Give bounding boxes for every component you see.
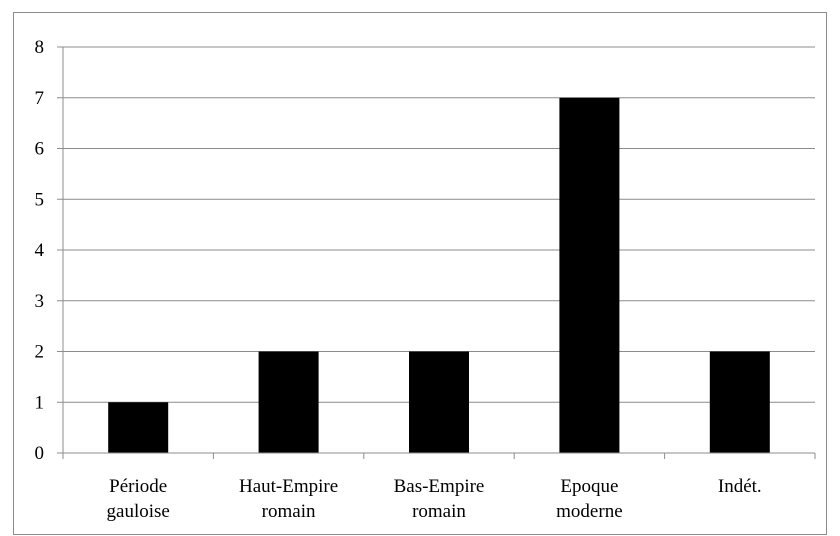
x-tick-label: Indét. [718,476,762,497]
gridlines [63,46,815,403]
y-tick-label: 2 [35,342,45,363]
y-tick-label: 7 [35,88,45,109]
bar [559,97,620,453]
y-tick-label: 6 [35,139,45,160]
axes [57,46,816,459]
y-tick-label: 1 [35,392,45,413]
x-tick-labels: Période gauloise Haut-Empire romain Bas-Empi… [107,476,762,522]
bar [409,351,469,453]
x-tick-label: gauloise [107,501,170,522]
y-tick-label: 3 [35,291,45,312]
x-tick-label: Haut-Empire [239,476,338,497]
x-tick-label: Période [109,476,167,497]
x-tick-label: Bas-Empire [394,476,485,497]
bar [709,351,770,453]
y-tick-labels: 0 1 2 3 4 5 6 7 8 [35,37,45,464]
x-tick-label: romain [412,501,466,522]
bar [258,351,319,453]
x-tick-label: romain [262,501,316,522]
bars [108,97,770,453]
y-tick-label: 5 [35,189,45,210]
y-tick-label: 0 [35,443,45,464]
y-tick-label: 4 [35,240,45,261]
x-tick-label: Epoque [560,476,618,497]
y-tick-label: 8 [35,37,45,58]
x-tick-label: moderne [556,501,622,522]
bar [108,402,169,453]
